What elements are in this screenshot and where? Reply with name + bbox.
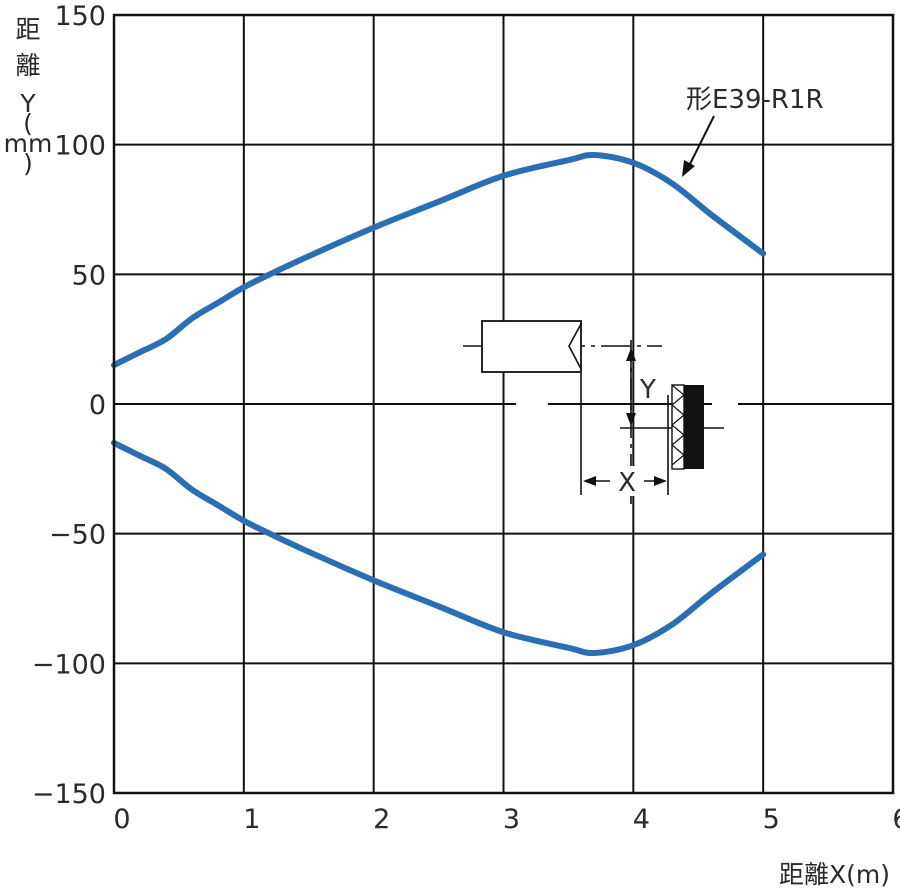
series-line-upper — [111, 151, 767, 369]
x-axis-label: 距離X(m) — [779, 860, 890, 889]
series-line-lower — [111, 439, 767, 657]
inset-x-label: X — [618, 468, 636, 498]
y-tick-label: −50 — [49, 520, 106, 551]
x-tick-label: 3 — [503, 804, 520, 835]
x-tick-label: 2 — [373, 804, 390, 835]
y-axis-label-char: Y — [19, 89, 36, 118]
y-axis-label-char: 距 — [15, 15, 40, 44]
y-axis-label-char: 離 — [15, 51, 40, 80]
y-axis-label-char: ) — [23, 149, 33, 178]
annotation-arrow — [682, 115, 715, 177]
x-tick-label: 0 — [113, 804, 130, 835]
y-tick-label: 50 — [72, 260, 106, 291]
x-tick-labels: 0 1 2 3 4 5 6 — [113, 804, 900, 835]
inset-y-label: Y — [639, 375, 656, 405]
sensor-body — [481, 320, 582, 373]
zero-line-gap — [516, 400, 548, 408]
x-tick-label: 5 — [763, 804, 780, 835]
y-tick-label: −100 — [32, 649, 106, 680]
y-axis-label-char: ( — [23, 109, 33, 138]
zero-line-gap — [712, 400, 738, 408]
series-layer — [111, 151, 767, 657]
x-tick-label: 6 — [892, 804, 900, 835]
reflector-body — [684, 385, 704, 469]
y-tick-label: −150 — [32, 779, 106, 810]
plot-frame — [112, 13, 895, 795]
y-tick-label: 0 — [89, 390, 106, 421]
y-tick-labels: 150 100 50 0 −50 −100 −150 — [32, 1, 106, 810]
y-tick-label: 150 — [54, 1, 106, 32]
y-axis-label: 距離Y(mm) — [4, 15, 53, 178]
y-axis-label-char: mm — [4, 129, 53, 158]
x-tick-label: 4 — [633, 804, 650, 835]
grid-lines — [114, 15, 893, 793]
x-tick-label: 1 — [243, 804, 260, 835]
y-tick-label: 100 — [54, 131, 106, 162]
inset-diagram: Y X — [463, 320, 724, 504]
series-annotation-label: 形E39-R1R — [686, 85, 824, 115]
sensor-lens — [568, 323, 582, 370]
